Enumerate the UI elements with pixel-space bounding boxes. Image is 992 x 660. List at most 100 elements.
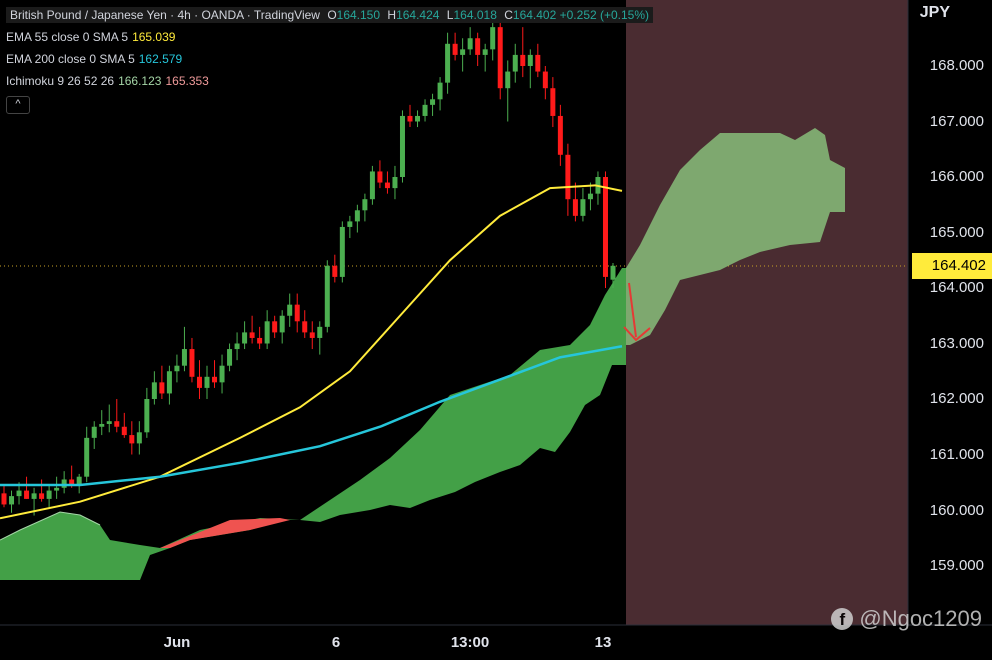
candle-body (136, 432, 142, 444)
price-tick: 166.000 (929, 168, 984, 185)
candle-body (422, 104, 428, 116)
candle-body (512, 54, 518, 72)
ema200-line (0, 345, 623, 487)
candle-body (249, 332, 255, 338)
candle-body (159, 382, 165, 394)
ema55-line (0, 184, 623, 520)
ichimoku-cloud-bear (160, 518, 290, 548)
candle-body (475, 38, 481, 55)
future-zone (626, 0, 908, 625)
price-tick: 159.000 (929, 557, 984, 574)
price-tick: 161.000 (929, 446, 984, 463)
collapse-legend-button[interactable]: ^ (6, 96, 30, 114)
candle-body (557, 115, 563, 155)
candle-body (287, 304, 293, 316)
candle-body (46, 490, 52, 499)
candle-body (31, 493, 37, 499)
candle-body (212, 376, 218, 383)
candle-body (227, 349, 233, 366)
candle-body (407, 115, 413, 122)
candle-body (362, 199, 368, 211)
candle-body (91, 426, 97, 438)
candle-body (505, 71, 511, 89)
ema55-value: 165.039 (132, 30, 176, 44)
ichimoku-span-line (0, 511, 101, 541)
low-label: L (446, 8, 454, 22)
low-value: 164.018 (453, 8, 497, 22)
candle-body (602, 177, 608, 277)
ichimoku-value-a: 166.123 (118, 74, 162, 88)
candle-body (369, 171, 375, 200)
candle-body (39, 493, 45, 499)
candle-body (437, 82, 443, 100)
candle-body (294, 304, 300, 322)
price-tick: 165.000 (929, 224, 984, 241)
change-value: +0.252 (+0.15%) (559, 8, 650, 22)
candle-body (430, 99, 436, 105)
candle-body (174, 365, 180, 372)
candle-body (189, 349, 195, 377)
candle-body (384, 182, 390, 189)
price-tick: 168.000 (929, 57, 984, 74)
candle-body (527, 54, 533, 66)
close-label: C (504, 8, 513, 22)
high-value: 164.424 (396, 8, 440, 22)
price-tick: 167.000 (929, 113, 984, 130)
ema200-legend[interactable]: EMA 200 close 0 SMA 5 162.579 (6, 48, 653, 70)
candle-body (580, 199, 586, 216)
price-tick: 163.000 (929, 335, 984, 352)
candle-body (16, 490, 22, 497)
candle-body (242, 332, 248, 344)
high-label: H (387, 8, 397, 22)
candle-body (219, 365, 225, 383)
candle-body (377, 171, 383, 183)
candle-body (332, 265, 338, 277)
candle-body (445, 43, 451, 83)
candle-body (535, 54, 541, 72)
price-tick: 162.000 (929, 390, 984, 407)
candle-body (452, 43, 458, 55)
time-tick: 6 (331, 634, 341, 651)
ichimoku-name: Ichimoku 9 26 52 26 (6, 74, 115, 88)
chart-legend: British Pound / Japanese Yen · 4h · OAND… (6, 4, 654, 114)
candle-body (151, 382, 157, 399)
candle-body (324, 265, 330, 327)
candle-body (497, 27, 503, 89)
open-value: 164.150 (336, 8, 381, 22)
candle-body (84, 437, 90, 477)
currency-label: JPY (919, 4, 950, 21)
candle-body (520, 54, 526, 66)
candle-body (144, 399, 150, 433)
candle-body (69, 479, 75, 486)
candle-body (467, 38, 473, 50)
candle-body (106, 421, 112, 424)
symbol-title[interactable]: British Pound / Japanese Yen · 4h · OAND… (10, 8, 320, 22)
down-arrow-icon (623, 282, 651, 342)
candle-body (24, 490, 30, 499)
candle-body (542, 71, 548, 89)
last-price-badge: 164.402 (912, 253, 992, 279)
candle-body (279, 315, 285, 333)
facebook-icon: f (831, 608, 854, 630)
candle-body (354, 210, 360, 222)
candle-body (181, 349, 187, 366)
candle-body (572, 199, 578, 216)
candle-body (99, 423, 105, 427)
candle-body (121, 426, 127, 436)
time-tick: 13:00 (450, 634, 490, 651)
candle-body (257, 337, 263, 344)
time-tick: 13 (594, 634, 612, 651)
candle-body (482, 49, 488, 55)
ichimoku-legend[interactable]: Ichimoku 9 26 52 26 166.123 165.353 (6, 70, 653, 92)
candle-body (54, 487, 60, 491)
author-watermark: f @Ngoc1209 (831, 606, 982, 632)
candle-body (490, 27, 496, 50)
candle-body (129, 435, 135, 444)
candle-body (415, 115, 421, 122)
ema55-legend[interactable]: EMA 55 close 0 SMA 5 165.039 (6, 26, 653, 48)
candle-body (1, 493, 7, 505)
close-value: 164.402 (512, 8, 557, 22)
candle-body (587, 193, 593, 200)
candle-body (302, 321, 308, 333)
